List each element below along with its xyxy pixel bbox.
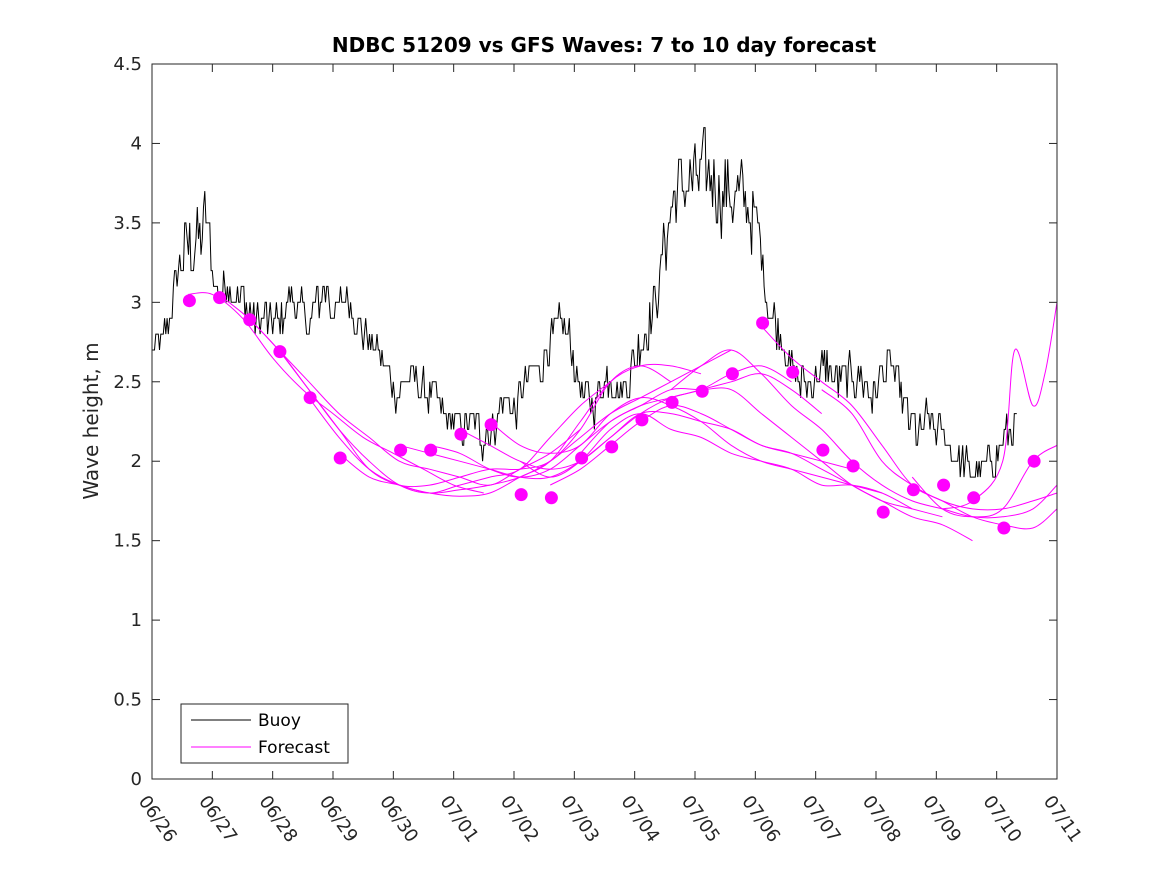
legend-forecast-label: Forecast	[258, 738, 330, 758]
forecast-point	[695, 384, 709, 398]
y-tick-label: 0	[131, 769, 142, 790]
plot-area	[152, 64, 1057, 779]
forecast-point	[786, 365, 800, 379]
y-tick-label: 3	[131, 292, 142, 313]
forecast-point	[454, 427, 468, 441]
forecast-line	[188, 292, 484, 494]
y-axis-label: Wave height, m	[79, 342, 103, 499]
legend: Buoy Forecast	[180, 703, 349, 764]
forecast-point	[937, 478, 951, 492]
forecast-line	[821, 389, 1058, 511]
forecast-point	[997, 521, 1011, 535]
forecast-line	[670, 349, 1058, 519]
forecast-point	[876, 505, 890, 519]
buoy-series	[152, 127, 1017, 478]
y-tick-label: 3.5	[113, 213, 142, 234]
y-axis: 0 0.5 1 1.5 2 2.5 3 3.5 4 4.5	[113, 54, 1057, 790]
legend-box	[180, 703, 349, 764]
forecast-point	[725, 367, 739, 381]
forecast-point	[514, 488, 528, 502]
y-tick-label: 4.5	[113, 54, 142, 75]
forecast-point	[424, 443, 438, 457]
chart-title: NDBC 51209 vs GFS Waves: 7 to 10 day for…	[332, 33, 877, 57]
y-tick-label: 1	[131, 610, 142, 631]
forecast-point	[635, 413, 649, 427]
y-tick-label: 0.5	[113, 690, 142, 711]
forecast-point	[605, 440, 619, 454]
legend-buoy-label: Buoy	[258, 711, 301, 731]
forecast-point	[182, 294, 196, 308]
y-tick-label: 4	[131, 133, 142, 154]
y-tick-label: 2	[131, 451, 142, 472]
forecast-point	[846, 459, 860, 473]
forecast-line	[489, 396, 883, 494]
forecast-point	[243, 313, 257, 327]
plot-frame	[151, 63, 1058, 780]
forecast-point	[906, 483, 920, 497]
forecast-point	[816, 443, 830, 457]
buoy-line	[152, 127, 1017, 478]
forecast-line	[338, 349, 732, 494]
forecast-point	[394, 443, 408, 457]
forecast-point	[303, 391, 317, 405]
plot-series	[152, 127, 1058, 542]
y-tick-label: 1.5	[113, 531, 142, 552]
forecast-point	[967, 491, 981, 505]
forecast-line	[308, 363, 702, 497]
y-tick-label: 2.5	[113, 372, 142, 393]
forecast-point	[544, 491, 558, 505]
forecast-point	[756, 316, 770, 330]
forecast-line	[580, 387, 973, 542]
forecast-point	[575, 451, 589, 465]
forecast-point	[665, 395, 679, 409]
forecast-point	[1027, 454, 1041, 468]
forecast-point	[213, 291, 227, 305]
forecast-points-group	[182, 291, 1041, 535]
forecast-point	[333, 451, 347, 465]
forecast-point	[484, 418, 498, 432]
forecast-point	[273, 345, 287, 359]
